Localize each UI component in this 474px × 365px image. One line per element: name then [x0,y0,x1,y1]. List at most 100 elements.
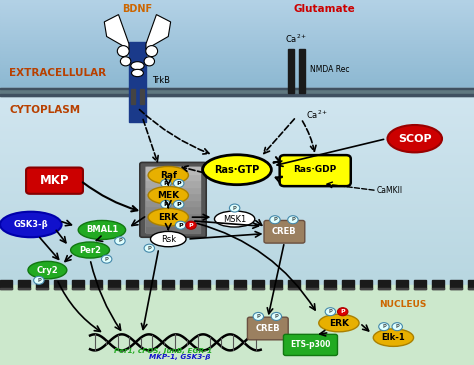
Bar [0,199,474,200]
Bar [0,162,474,164]
Bar [288,280,300,289]
Bar [216,288,228,289]
Bar [0,241,474,242]
Bar [0,15,474,16]
Ellipse shape [161,200,171,208]
Text: NMDA Rec: NMDA Rec [310,65,350,74]
Bar [0,69,474,70]
Ellipse shape [115,237,125,245]
Bar [162,288,174,289]
Bar [108,288,120,289]
Ellipse shape [379,323,389,331]
Text: NUCLEUS: NUCLEUS [379,300,427,309]
Bar [0,281,474,282]
Bar [0,32,474,33]
Bar [0,176,474,177]
Bar [0,65,474,66]
Bar [0,275,474,276]
Bar [0,74,474,75]
FancyBboxPatch shape [145,166,201,233]
Bar [0,200,474,201]
Bar [0,240,474,241]
Bar [0,251,474,252]
Bar [0,110,474,111]
Bar [0,20,474,21]
Bar [0,273,474,274]
Text: CREB: CREB [255,324,280,333]
Polygon shape [104,15,129,49]
Bar [299,49,305,93]
Bar [0,214,474,215]
Bar [146,174,200,180]
Bar [72,280,84,289]
Text: P: P [233,205,237,211]
Bar [0,70,474,71]
Bar [0,80,474,81]
Bar [0,254,474,255]
Bar [0,158,474,160]
Bar [0,278,474,279]
Ellipse shape [118,46,129,57]
Bar [0,243,474,244]
Bar [146,213,200,219]
Bar [270,280,282,289]
Text: MKP: MKP [40,174,69,187]
Bar [0,130,474,131]
Bar [0,202,474,203]
Ellipse shape [71,242,109,258]
Bar [0,280,474,281]
Bar [0,169,474,170]
Text: TrkB: TrkB [152,76,170,85]
Bar [0,245,474,246]
Bar [0,41,474,42]
Bar [0,91,474,92]
Bar [0,250,474,251]
Ellipse shape [144,57,155,66]
Bar [0,111,474,112]
Text: EXTRACELLULAR: EXTRACELLULAR [9,68,107,78]
Bar [0,274,474,275]
Bar [180,288,192,289]
Bar [0,224,474,226]
Bar [0,257,474,258]
Bar [0,31,474,32]
Text: Ras·GTP: Ras·GTP [214,165,260,175]
Bar [0,102,474,103]
Bar [0,93,474,95]
Bar [0,125,474,126]
Bar [342,288,354,289]
Bar [0,4,474,5]
Bar [198,280,210,289]
Bar [0,189,474,190]
Ellipse shape [101,255,112,263]
Text: GSK3-β: GSK3-β [13,220,48,229]
Bar [0,134,474,135]
Ellipse shape [271,312,282,320]
Bar [0,227,474,228]
Bar [0,206,474,207]
Text: Glutamate: Glutamate [294,4,356,14]
Bar [0,59,474,60]
Text: Ras·GDP: Ras·GDP [293,165,337,174]
Bar [146,180,200,187]
Text: P: P [291,217,295,222]
Bar [0,177,474,178]
Bar [0,203,474,204]
Bar [450,288,462,289]
Ellipse shape [387,125,442,153]
Bar [140,89,144,104]
Text: Cry2: Cry2 [36,266,58,274]
Ellipse shape [186,221,196,229]
Bar [0,9,474,10]
Bar [0,119,474,120]
Bar [146,167,200,174]
Bar [0,259,474,260]
Bar [432,280,444,289]
Bar [0,284,474,285]
Bar [0,239,474,240]
Bar [0,99,474,100]
Bar [0,51,474,52]
Text: CaMKII: CaMKII [377,186,403,195]
Bar [0,58,474,59]
Bar [0,112,474,113]
